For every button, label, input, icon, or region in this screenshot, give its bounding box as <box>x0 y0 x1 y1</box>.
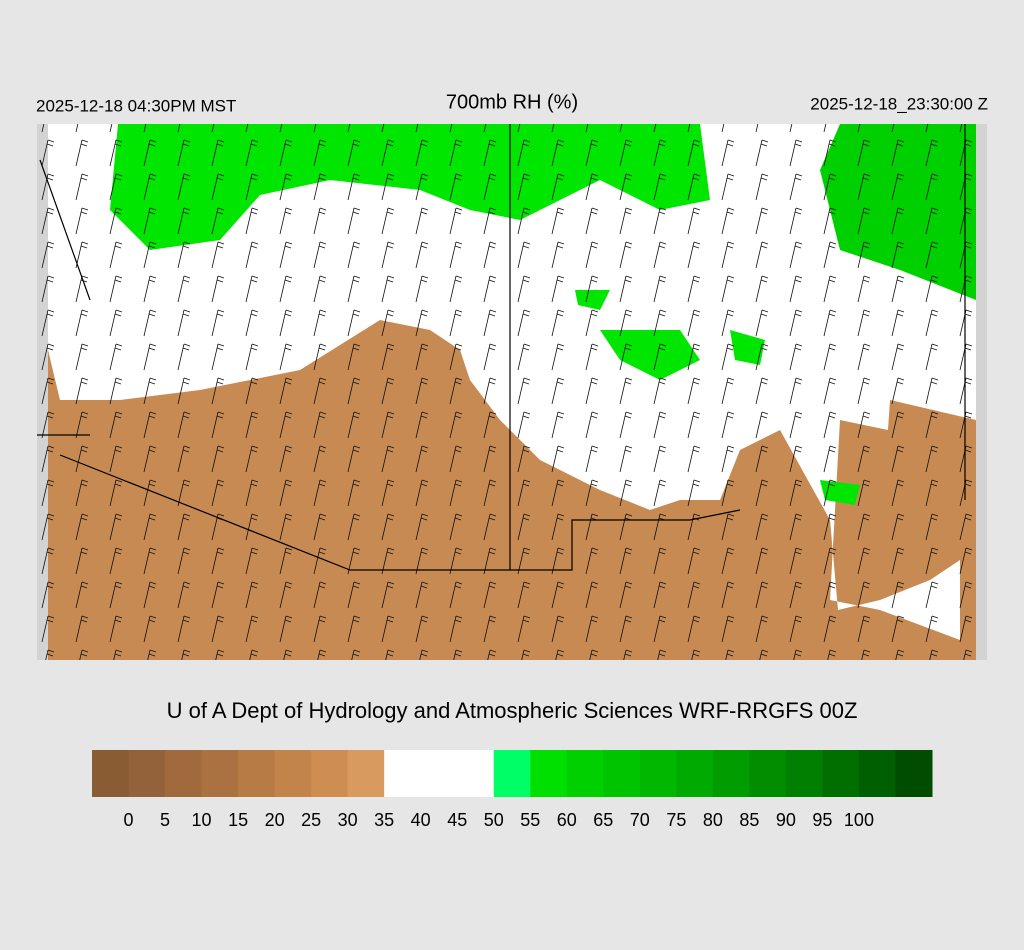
colorbar-label: 35 <box>374 810 394 830</box>
colorbar-swatch <box>676 750 714 797</box>
colorbar-label: 30 <box>338 810 358 830</box>
colorbar-label: 15 <box>228 810 248 830</box>
colorbar-label: 80 <box>703 810 723 830</box>
colorbar-swatch <box>785 750 823 797</box>
colorbar-swatch <box>201 750 239 797</box>
colorbar-label: 25 <box>301 810 321 830</box>
colorbar-label: 85 <box>739 810 759 830</box>
colorbar-swatch <box>822 750 860 797</box>
colorbar-swatch <box>165 750 203 797</box>
map-title: 700mb RH (%) <box>446 91 578 113</box>
colorbar-label: 0 <box>124 810 134 830</box>
colorbar-swatch <box>493 750 531 797</box>
colorbar-label: 20 <box>265 810 285 830</box>
local-time: 2025-12-18 04:30PM MST <box>36 96 236 115</box>
colorbar-swatch <box>712 750 750 797</box>
colorbar-swatch <box>530 750 568 797</box>
colorbar-label: 50 <box>484 810 504 830</box>
state-borders <box>37 124 966 571</box>
colorbar-label: 70 <box>630 810 650 830</box>
colorbar-swatch <box>92 750 130 797</box>
colorbar-label: 10 <box>192 810 212 830</box>
colorbar-swatch <box>895 750 933 797</box>
colorbar-swatch <box>128 750 166 797</box>
credit: U of A Dept of Hydrology and Atmospheric… <box>167 698 858 723</box>
colorbar-label: 55 <box>520 810 540 830</box>
colorbar-swatch <box>384 750 422 797</box>
colorbar-label: 5 <box>160 810 170 830</box>
colorbar-label: 95 <box>812 810 832 830</box>
colorbar-swatch <box>347 750 385 797</box>
colorbar-label: 75 <box>666 810 686 830</box>
colorbar-swatch <box>858 750 896 797</box>
colorbar-label: 40 <box>411 810 431 830</box>
colorbar-label: 100 <box>844 810 874 830</box>
colorbar-label: 60 <box>557 810 577 830</box>
colorbar-swatch <box>420 750 458 797</box>
valid-time: 2025-12-18_23:30:00 Z <box>810 94 988 113</box>
colorbar-swatch <box>457 750 495 797</box>
colorbar-label: 90 <box>776 810 796 830</box>
colorbar-swatch <box>639 750 677 797</box>
colorbar-label: 65 <box>593 810 613 830</box>
wind-barbs <box>37 124 987 660</box>
colorbar-swatch <box>749 750 787 797</box>
colorbar: 0 5 10 15 20 25 30 35 40 45 50 55 60 65 70 75 80 85 90 95 10… <box>92 750 933 830</box>
colorbar-swatch <box>566 750 604 797</box>
colorbar-label: 45 <box>447 810 467 830</box>
colorbar-swatch <box>274 750 312 797</box>
colorbar-swatch <box>311 750 349 797</box>
colorbar-swatch <box>603 750 641 797</box>
map <box>37 124 987 660</box>
colorbar-swatch <box>238 750 276 797</box>
